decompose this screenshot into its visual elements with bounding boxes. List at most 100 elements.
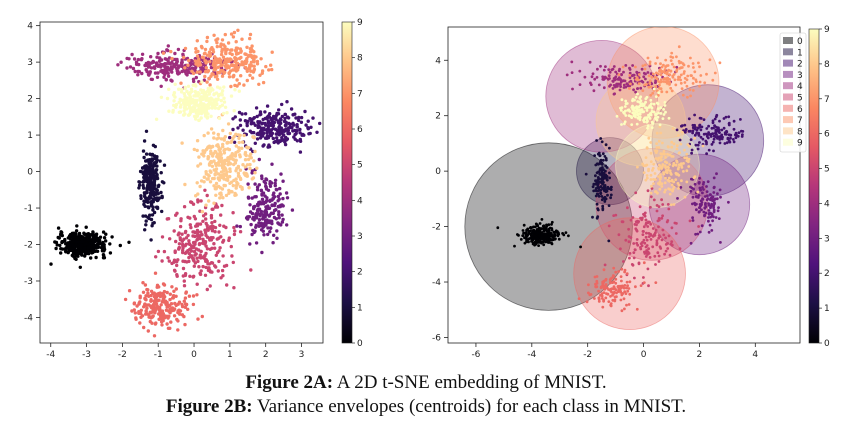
panel-a-point xyxy=(125,66,129,70)
panel-b-point xyxy=(691,195,695,199)
panel-a-point xyxy=(244,153,248,158)
panel-a-point xyxy=(200,233,204,237)
panel-a-point xyxy=(180,58,184,62)
panel-a-point xyxy=(239,74,243,78)
panel-a-point xyxy=(250,169,255,173)
panel-a-point xyxy=(248,63,252,67)
panel-b-point xyxy=(600,173,603,177)
panel-a-point xyxy=(249,60,254,64)
panel-a-point xyxy=(182,299,186,303)
panel-a-point xyxy=(267,121,271,125)
panel-b-point xyxy=(654,81,657,84)
panel-a-point xyxy=(217,236,221,240)
panel-b-point xyxy=(632,256,636,260)
panel-a-point xyxy=(204,203,208,207)
panel-b-point xyxy=(640,67,644,71)
panel-b-point xyxy=(718,188,722,192)
panel-a-axes-frame xyxy=(39,21,324,344)
panel-a-point xyxy=(195,54,200,58)
panel-b-point xyxy=(641,89,645,92)
panel-a-point xyxy=(195,39,199,43)
panel-a-point xyxy=(204,251,208,256)
panel-a-point xyxy=(175,59,179,64)
panel-b-x-tick-label: 4 xyxy=(752,350,758,360)
panel-a-point xyxy=(220,38,225,42)
panel-a-point xyxy=(266,145,270,149)
panel-b-point xyxy=(714,135,717,139)
panel-a-point xyxy=(143,228,147,232)
panel-b-point xyxy=(594,163,598,167)
panel-b-point xyxy=(601,204,605,208)
panel-a-point xyxy=(142,155,146,160)
panel-a-point xyxy=(261,191,266,195)
panel-b-colorbar-tick-label: 4 xyxy=(824,199,830,209)
panel-a-point xyxy=(246,195,251,199)
panel-b-point xyxy=(638,118,642,122)
panel-b-point xyxy=(645,82,648,86)
panel-a-point xyxy=(204,258,208,262)
panel-b-point xyxy=(669,242,673,246)
panel-b-point xyxy=(659,73,663,77)
panel-a-point xyxy=(149,77,153,82)
panel-a-point xyxy=(254,241,259,245)
panel-a-point xyxy=(233,229,237,233)
panel-a-point xyxy=(291,121,295,126)
panel-b-point xyxy=(636,87,640,90)
panel-a-point xyxy=(253,195,257,199)
panel-b-point xyxy=(645,163,649,167)
panel-a-point xyxy=(195,181,199,185)
panel-b-point xyxy=(711,121,715,125)
panel-a-point xyxy=(252,57,256,61)
panel-b-point xyxy=(624,85,628,89)
panel-a-point xyxy=(237,56,242,61)
caption-2b-text: Variance envelopes (centroids) for each … xyxy=(252,396,687,417)
panel-b-point xyxy=(535,241,538,245)
panel-a-point xyxy=(216,143,220,147)
panel-a-point xyxy=(169,49,173,54)
panel-a-point xyxy=(277,120,282,125)
panel-b-point xyxy=(698,203,702,206)
panel-b-point xyxy=(541,224,545,228)
panel-a-point xyxy=(151,303,156,307)
panel-a-point xyxy=(242,171,246,175)
panel-b-point xyxy=(698,84,701,88)
panel-b-point xyxy=(672,162,676,165)
panel-a-point xyxy=(254,212,258,216)
panel-a-point xyxy=(152,221,156,225)
panel-b-point xyxy=(608,70,612,74)
panel-b-point xyxy=(604,143,608,147)
panel-a-point xyxy=(205,35,210,40)
panel-b-point xyxy=(614,270,618,274)
panel-a-cluster-5 xyxy=(154,188,253,307)
panel-a-point xyxy=(156,51,160,56)
panel-a-point xyxy=(177,100,181,105)
panel-b-point xyxy=(597,187,601,191)
panel-a-point xyxy=(201,214,206,218)
panel-a-point xyxy=(188,99,193,103)
panel-b-point xyxy=(628,74,632,77)
panel-a-point xyxy=(298,150,303,154)
panel-b-point xyxy=(629,79,633,83)
panel-a-point xyxy=(291,129,295,133)
panel-a-point xyxy=(273,139,278,144)
panel-b-point xyxy=(664,58,668,62)
panel-b-point xyxy=(691,62,695,65)
panel-b-point xyxy=(623,290,627,293)
panel-a-point xyxy=(198,184,202,189)
panel-b-point xyxy=(687,64,690,68)
panel-a-point xyxy=(127,289,132,293)
panel-a-point xyxy=(248,73,252,78)
panel-a-point xyxy=(220,268,225,273)
panel-b-point xyxy=(607,300,611,303)
panel-b-point xyxy=(714,216,718,219)
panel-a-point xyxy=(148,315,152,319)
panel-b-point xyxy=(604,277,608,281)
panel-b-point xyxy=(691,82,695,85)
panel-b-point xyxy=(663,252,666,256)
panel-b-point xyxy=(634,95,638,99)
panel-b-point xyxy=(685,180,689,184)
panel-b-point xyxy=(679,81,683,85)
panel-a-point xyxy=(196,248,201,252)
panel-a-point xyxy=(209,152,213,156)
panel-b-point xyxy=(697,181,701,185)
